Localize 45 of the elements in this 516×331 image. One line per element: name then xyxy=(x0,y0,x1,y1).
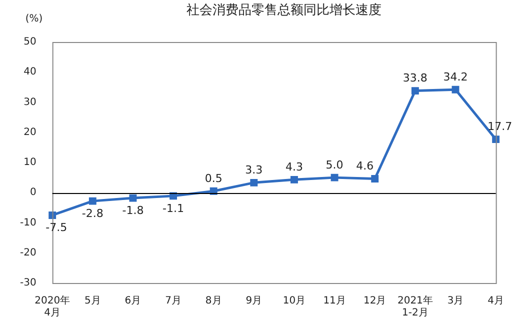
data-label: 4.3 xyxy=(285,160,303,174)
data-label: 3.3 xyxy=(245,164,263,177)
chart-title: 社会消费品零售总额同比增长速度 xyxy=(186,2,382,18)
point xyxy=(371,175,379,182)
y-tick-label: 50 xyxy=(24,36,36,48)
x-tick-label: 2021年 1-2月 xyxy=(397,294,433,319)
point xyxy=(492,136,500,144)
x-tick-label: 6月 xyxy=(124,296,142,307)
data-label: -1.8 xyxy=(122,204,144,217)
x-tick-label: 9月 xyxy=(246,296,262,307)
point xyxy=(330,174,338,182)
x-tick-label: 2020年 4月 xyxy=(34,294,70,319)
y-tick-label: 20 xyxy=(24,126,36,138)
y-tick-label: 10 xyxy=(24,157,36,168)
point xyxy=(129,194,137,202)
x-tick-label: 3月 xyxy=(447,296,464,307)
point xyxy=(88,197,96,205)
x-tick-label: 7月 xyxy=(165,296,182,307)
point xyxy=(452,86,460,94)
point xyxy=(48,211,56,219)
data-label: 34.2 xyxy=(443,70,468,84)
data-label: -7.5 xyxy=(46,221,68,234)
x-tick-label: 4月 xyxy=(488,296,504,307)
data-label: 17.7 xyxy=(488,120,512,134)
data-label: 0.5 xyxy=(204,172,222,185)
point xyxy=(411,87,419,95)
y-tick-label: -10 xyxy=(20,217,36,228)
point xyxy=(290,176,298,184)
y-tick-label: -20 xyxy=(20,247,36,258)
data-label: 4.6 xyxy=(356,160,374,173)
data-label: -1.1 xyxy=(162,202,184,215)
data-label: 5.0 xyxy=(326,158,344,172)
data-label: 33.8 xyxy=(402,72,428,85)
x-tick-label: 12月 xyxy=(364,296,386,307)
x-tick-label: 5月 xyxy=(84,296,101,307)
data-label: -2.8 xyxy=(82,206,104,220)
x-tick-label: 10月 xyxy=(282,296,306,307)
x-tick-label: 8月 xyxy=(205,296,222,307)
y-tick-label: 0 xyxy=(30,187,36,198)
y-tick-label: -30 xyxy=(20,278,36,289)
point xyxy=(250,178,258,186)
y-tick-label: 40 xyxy=(24,66,36,78)
y-tick-label: 30 xyxy=(24,96,36,108)
x-tick-label: 11月 xyxy=(323,296,346,307)
y-axis-title: (%) xyxy=(25,14,43,25)
